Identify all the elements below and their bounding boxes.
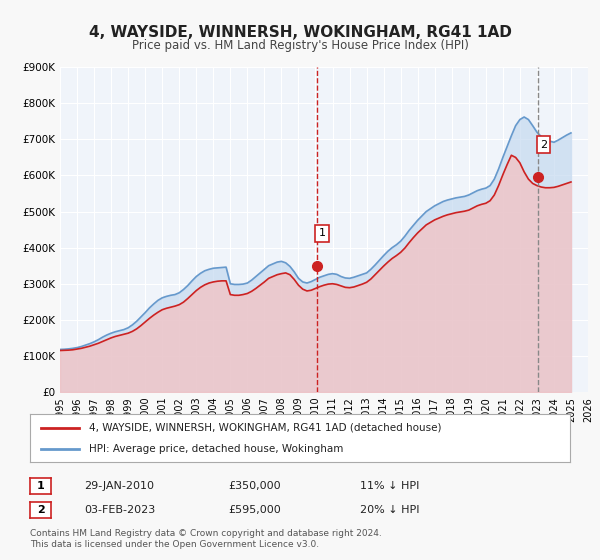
Text: 1: 1 (319, 228, 325, 238)
Text: 4, WAYSIDE, WINNERSH, WOKINGHAM, RG41 1AD (detached house): 4, WAYSIDE, WINNERSH, WOKINGHAM, RG41 1A… (89, 423, 442, 433)
Text: Contains HM Land Registry data © Crown copyright and database right 2024.
This d: Contains HM Land Registry data © Crown c… (30, 529, 382, 549)
Text: HPI: Average price, detached house, Wokingham: HPI: Average price, detached house, Woki… (89, 444, 344, 454)
Text: £350,000: £350,000 (228, 481, 281, 491)
Text: 29-JAN-2010: 29-JAN-2010 (84, 481, 154, 491)
Text: £595,000: £595,000 (228, 505, 281, 515)
Text: 11% ↓ HPI: 11% ↓ HPI (360, 481, 419, 491)
Text: 2: 2 (37, 505, 44, 515)
Text: Price paid vs. HM Land Registry's House Price Index (HPI): Price paid vs. HM Land Registry's House … (131, 39, 469, 52)
Text: 1: 1 (37, 481, 44, 491)
Text: 4, WAYSIDE, WINNERSH, WOKINGHAM, RG41 1AD: 4, WAYSIDE, WINNERSH, WOKINGHAM, RG41 1A… (89, 25, 511, 40)
Text: 20% ↓ HPI: 20% ↓ HPI (360, 505, 419, 515)
Text: 03-FEB-2023: 03-FEB-2023 (84, 505, 155, 515)
Text: 2: 2 (540, 140, 547, 150)
